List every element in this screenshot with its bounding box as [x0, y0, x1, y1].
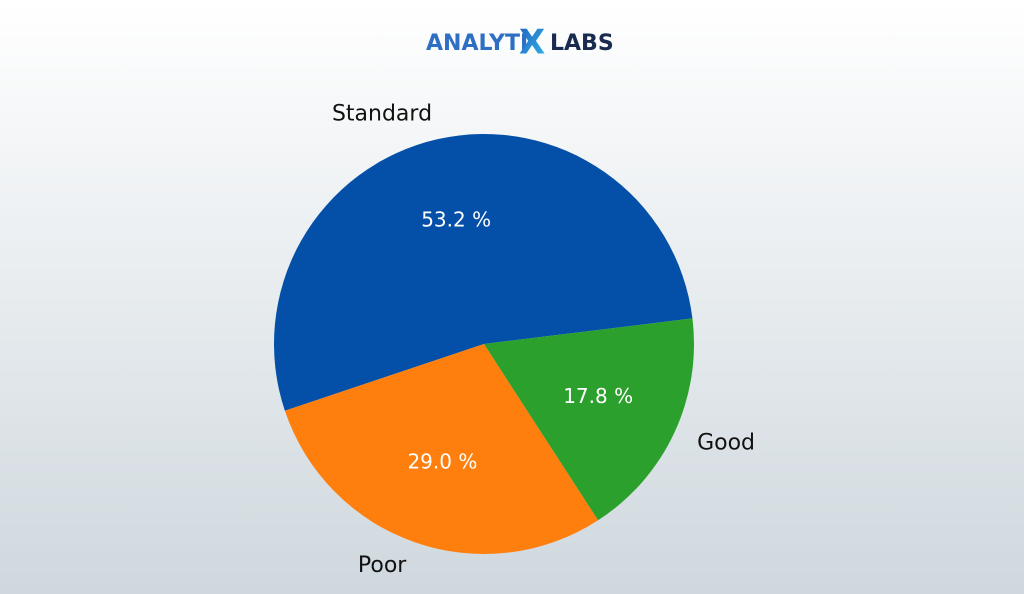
logo-text: LABS: [550, 31, 614, 56]
category-label: Good: [697, 431, 755, 456]
value-label: 53.2 %: [421, 208, 491, 232]
logo: ANALYTI X LABS: [426, 23, 614, 63]
pie-slice: [284, 344, 599, 554]
logo-x: X: [519, 23, 545, 63]
category-label: Poor: [358, 553, 407, 578]
pie-slice: [274, 134, 693, 411]
category-label: Standard: [332, 102, 432, 127]
logo-text: ANALYTI: [426, 31, 528, 56]
pie-slice: [484, 318, 694, 521]
value-label: 17.8 %: [563, 384, 633, 408]
value-label: 29.0 %: [407, 449, 477, 473]
